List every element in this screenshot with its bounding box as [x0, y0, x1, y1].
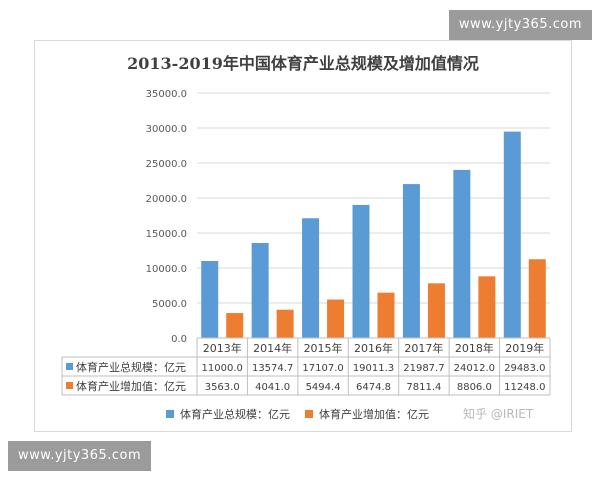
y-tick-label: 30000.0	[146, 124, 187, 135]
table-cell: 3563.0	[205, 382, 240, 393]
table-legend-key	[66, 363, 73, 370]
table-cell: 7811.4	[406, 382, 441, 393]
x-tick-label: 2013年	[203, 341, 242, 355]
table-cell: 6474.8	[356, 382, 391, 393]
bar-scale-3	[352, 204, 370, 338]
x-tick-label: 2014年	[253, 341, 292, 355]
bar-scale-6	[503, 131, 521, 338]
bar-added-4	[427, 283, 445, 338]
table-cell: 29483.0	[504, 363, 545, 374]
bar-added-5	[478, 276, 496, 338]
y-tick-label: 25000.0	[146, 159, 187, 170]
bar-added-3	[377, 292, 395, 338]
x-tick-label: 2015年	[304, 341, 343, 355]
table-cell: 17107.0	[302, 363, 343, 374]
zhihu-credit: 知乎 @IRIET	[463, 407, 534, 421]
bar-scale-0	[201, 261, 219, 338]
chart-title: 2013-2019年中国体育产业总规模及增加值情况	[127, 54, 479, 73]
table-cell: 5494.4	[306, 382, 341, 393]
bar-scale-2	[302, 218, 320, 338]
table-cell: 21987.7	[403, 363, 444, 374]
legend-key	[166, 410, 174, 418]
bar-added-2	[327, 299, 345, 338]
x-tick-label: 2017年	[404, 341, 443, 355]
x-tick-label: 2019年	[505, 341, 544, 355]
legend-label: 体育产业增加值：亿元	[319, 407, 429, 421]
y-tick-label: 10000.0	[146, 264, 187, 275]
bar-scale-4	[402, 184, 420, 338]
y-tick-label: 0.0	[171, 334, 187, 345]
table-legend-key	[66, 382, 73, 389]
bar-added-6	[528, 259, 546, 338]
legend-label: 体育产业总规模：亿元	[180, 407, 290, 421]
table-cell: 4041.0	[255, 382, 290, 393]
y-tick-label: 15000.0	[146, 229, 187, 240]
table-cell: 19011.3	[353, 363, 394, 374]
watermark-bottom: www.yjty365.com	[8, 441, 152, 471]
table-cell: 13574.7	[252, 363, 293, 374]
table-cell: 8806.0	[457, 382, 492, 393]
table-cell: 24012.0	[454, 363, 495, 374]
watermark-top: www.yjty365.com	[448, 10, 592, 40]
y-tick-label: 35000.0	[146, 89, 187, 100]
y-tick-label: 5000.0	[152, 299, 187, 310]
bar-added-0	[226, 313, 244, 338]
table-row-header: 体育产业增加值：亿元	[76, 379, 186, 393]
bar-added-1	[276, 309, 294, 338]
table-cell: 11000.0	[202, 363, 243, 374]
legend-key	[305, 410, 313, 418]
bar-scale-5	[453, 169, 471, 338]
x-tick-label: 2016年	[354, 341, 393, 355]
y-tick-label: 20000.0	[146, 194, 187, 205]
bar-scale-1	[251, 242, 269, 338]
table-cell: 11248.0	[504, 382, 545, 393]
table-row-header: 体育产业总规模：亿元	[76, 360, 186, 374]
x-tick-label: 2018年	[455, 341, 494, 355]
